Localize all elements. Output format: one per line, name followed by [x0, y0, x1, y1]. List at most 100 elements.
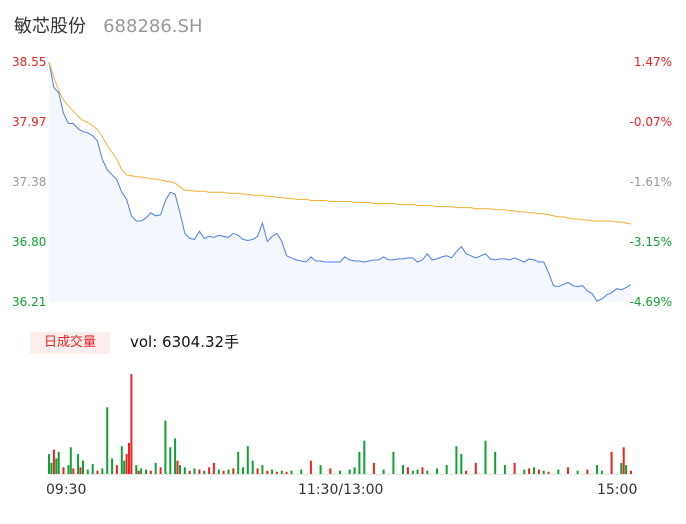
- y-right-tick: 1.47%: [633, 55, 672, 69]
- volume-bar: [576, 470, 579, 474]
- price-fill: [49, 62, 631, 302]
- volume-bar: [137, 470, 140, 474]
- y-left-tick: 37.38: [12, 175, 47, 189]
- y-left-tick: 38.55: [12, 55, 47, 69]
- volume-bar: [411, 470, 414, 474]
- volume-bar: [101, 468, 104, 474]
- volume-bar: [145, 469, 147, 474]
- y-left-tick: 36.21: [12, 295, 47, 309]
- volume-bar: [52, 449, 55, 474]
- volume-bar: [91, 464, 94, 474]
- volume-bar: [339, 470, 341, 474]
- volume-bar: [128, 442, 130, 474]
- volume-label: vol: 6304.32手: [130, 333, 240, 351]
- volume-bar: [130, 374, 133, 474]
- volume-bar: [169, 447, 172, 474]
- volume-bars: [48, 374, 632, 475]
- volume-bar: [261, 465, 264, 474]
- volume-bar: [353, 467, 356, 474]
- volume-bar: [62, 467, 65, 474]
- volume-bar: [251, 460, 254, 474]
- volume-bar: [586, 469, 589, 474]
- volume-bar: [176, 460, 179, 474]
- volume-bar: [416, 469, 419, 474]
- volume-bar: [140, 468, 143, 474]
- volume-bar: [212, 462, 215, 474]
- volume-bar: [106, 407, 109, 474]
- volume-bar: [494, 451, 497, 474]
- volume-bar: [596, 465, 598, 474]
- volume-bar: [372, 462, 375, 474]
- volume-bar: [280, 470, 283, 474]
- volume-bar: [227, 469, 230, 474]
- volume-bar: [600, 470, 603, 474]
- volume-bar: [271, 469, 274, 474]
- volume-bar: [557, 469, 560, 474]
- volume-bar: [528, 468, 531, 474]
- volume-bar: [406, 467, 409, 474]
- volume-bar: [348, 469, 351, 474]
- volume-bar: [567, 467, 569, 474]
- volume-bar: [402, 465, 404, 474]
- volume-bar: [69, 447, 72, 474]
- volume-bar: [174, 438, 177, 474]
- price-area: [48, 61, 632, 302]
- volume-bar: [465, 470, 468, 474]
- volume-bar: [358, 451, 361, 474]
- volume-bar: [256, 468, 259, 474]
- volume-bar: [484, 440, 487, 474]
- volume-bar: [533, 467, 535, 474]
- volume-bar: [86, 469, 89, 474]
- x-tick-close: 15:00: [597, 482, 638, 498]
- volume-bar: [67, 465, 70, 474]
- volume-bar: [57, 451, 60, 474]
- y-left-tick: 36.80: [12, 235, 47, 249]
- y-right-tick: -0.07%: [629, 115, 672, 129]
- volume-bar: [120, 446, 123, 474]
- volume-bar: [159, 467, 162, 474]
- volume-bar: [285, 471, 288, 474]
- volume-bar: [275, 471, 278, 474]
- volume-bar: [203, 470, 206, 474]
- volume-bar: [246, 446, 249, 474]
- volume-bar: [79, 467, 82, 474]
- volume-bar: [123, 460, 126, 474]
- volume-bar: [242, 467, 244, 474]
- stock-code: 688286.SH: [103, 16, 203, 37]
- volume-bar: [309, 460, 312, 474]
- volume-bar: [319, 465, 322, 474]
- volume-bar: [232, 468, 235, 474]
- volume-bar: [77, 454, 80, 474]
- volume-bar: [455, 446, 458, 474]
- volume-bar: [115, 465, 118, 474]
- volume-bar: [503, 465, 506, 474]
- volume-bar: [513, 462, 516, 474]
- volume-bar: [135, 465, 138, 474]
- volume-bar: [237, 451, 240, 474]
- volume-bar: [610, 451, 613, 474]
- volume-bar: [382, 469, 385, 474]
- volume-bar: [222, 470, 225, 474]
- volume-bar: [523, 469, 526, 474]
- volume-tag: 日成交量: [30, 332, 110, 354]
- volume-bar: [445, 465, 448, 474]
- stock-header: 敏芯股份 688286.SH: [14, 12, 203, 40]
- volume-bar: [111, 458, 114, 474]
- volume-bar: [622, 447, 625, 474]
- volume-bar: [217, 469, 220, 474]
- volume-bar: [620, 462, 623, 474]
- volume-bar: [55, 458, 58, 474]
- volume-bar: [50, 462, 53, 474]
- volume-bar: [625, 465, 628, 474]
- volume-bar: [363, 440, 366, 474]
- volume-bar: [149, 470, 152, 474]
- volume-bar: [547, 471, 550, 474]
- volume-bar: [426, 470, 429, 474]
- volume-bar: [537, 469, 540, 474]
- volume-bar: [542, 470, 545, 474]
- volume-bar: [188, 470, 191, 474]
- volume-bar: [630, 470, 632, 474]
- volume-bar: [198, 469, 201, 474]
- y-right-tick: -1.61%: [629, 175, 672, 189]
